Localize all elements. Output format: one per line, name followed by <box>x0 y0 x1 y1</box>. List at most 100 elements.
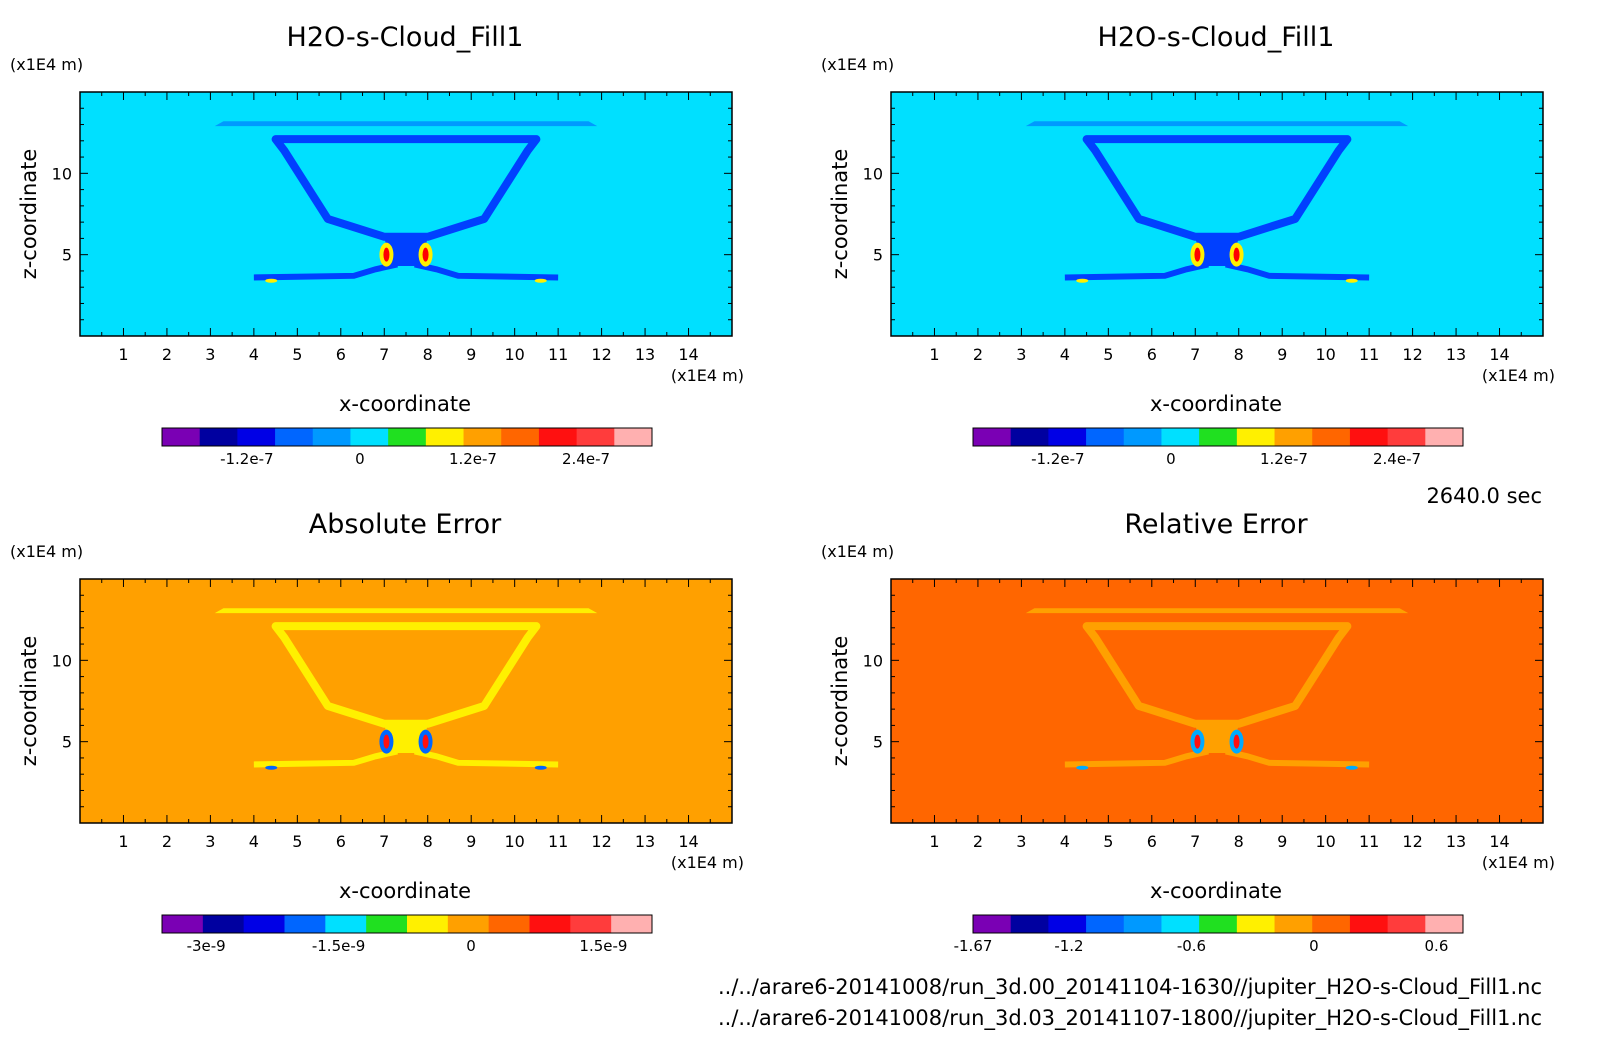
colorbar-tick-label: 2.4e-7 <box>562 450 610 468</box>
x-axis-label: x-coordinate <box>339 392 471 416</box>
colorbar-swatch <box>1161 915 1200 933</box>
core-peak-2 <box>422 247 429 262</box>
colorbar-swatch <box>1086 428 1125 446</box>
colorbar-swatch <box>199 428 238 446</box>
anvil-layer <box>1025 608 1409 614</box>
colorbar-tick-label: 1.2e-7 <box>1260 450 1308 468</box>
colorbar-swatch <box>202 915 245 933</box>
x-tick-label: 3 <box>1016 345 1026 364</box>
plot-panel-2: H2O-s-Cloud_Fill1 (x1E4 m) (x1E4 m) x-coord… <box>821 22 1555 468</box>
core-peak-2 <box>1233 734 1240 749</box>
colorbar-swatch <box>1312 915 1351 933</box>
colorbar-swatch <box>1312 428 1351 446</box>
plot-title: Absolute Error <box>309 509 502 540</box>
core-peak-1 <box>383 734 390 749</box>
x-tick-label: 9 <box>1277 832 1287 851</box>
colorbar-swatch <box>284 915 326 933</box>
field-background <box>891 579 1543 823</box>
file-path-1: ../../arare6-20141008/run_3d.00_20141104… <box>718 975 1542 1000</box>
x-tick-label: 11 <box>1359 345 1379 364</box>
cloud-structure <box>1025 608 1409 770</box>
y-unit-label: (x1E4 m) <box>10 542 83 561</box>
x-tick-label: 7 <box>379 345 389 364</box>
y-axis-label: z-coordinate <box>17 636 41 767</box>
colorbar-swatch <box>1086 915 1125 933</box>
x-tick-label: 5 <box>292 345 302 364</box>
x-tick-label: 3 <box>205 345 215 364</box>
x-tick-label: 5 <box>1103 832 1113 851</box>
field-background <box>80 579 732 823</box>
x-tick-label: 4 <box>249 832 259 851</box>
colorbar-swatch <box>366 915 408 933</box>
colorbar-swatch <box>1199 915 1238 933</box>
colorbar-tick-label: 0 <box>466 937 476 955</box>
colorbar-swatch <box>1048 915 1087 933</box>
colorbar-swatch <box>973 428 1012 446</box>
outflow-ring <box>1082 622 1352 728</box>
plot-panel-4: Relative Error (x1E4 m) (x1E4 m) x-coordina… <box>821 509 1555 955</box>
x-tick-label: 7 <box>1190 832 1200 851</box>
colorbar-swatch <box>275 428 314 446</box>
colorbar-tick-label: -3e-9 <box>187 937 226 955</box>
file-path-2: ../../arare6-20141008/run_3d.03_20141107… <box>718 1006 1542 1031</box>
x-tick-label: 6 <box>336 832 346 851</box>
x-tick-label: 8 <box>423 832 433 851</box>
x-tick-label: 10 <box>504 345 524 364</box>
x-tick-label: 14 <box>1489 832 1509 851</box>
edge-spot-2 <box>534 278 547 283</box>
x-tick-label: 12 <box>591 345 611 364</box>
edge-spot-2 <box>1345 765 1358 770</box>
outflow-ring <box>271 622 541 728</box>
x-tick-label: 6 <box>336 345 346 364</box>
colorbar-tick-label: -0.6 <box>1177 937 1206 955</box>
x-tick-label: 8 <box>1234 832 1244 851</box>
y-unit-label: (x1E4 m) <box>821 55 894 74</box>
colorbar-frame <box>972 914 1464 934</box>
x-tick-label: 1 <box>929 832 939 851</box>
colorbar-tick-label: -1.2e-7 <box>220 450 273 468</box>
cloud-structure <box>214 121 598 283</box>
colorbar-tick-label: 1.2e-7 <box>449 450 497 468</box>
x-tick-label: 12 <box>591 832 611 851</box>
edge-spot-1 <box>1076 765 1089 770</box>
colorbar-frame <box>161 914 653 934</box>
x-tick-label: 8 <box>423 345 433 364</box>
colorbar-swatch <box>350 428 389 446</box>
colorbar-swatch <box>576 428 615 446</box>
colorbar-tick-label: -1.2 <box>1054 937 1083 955</box>
colorbar-frame <box>161 427 653 447</box>
colorbar-tick-label: 0 <box>1166 450 1176 468</box>
colorbar: -1.2e-7 0 1.2e-7 2.4e-7 <box>161 427 653 468</box>
colorbar-frame <box>972 427 1464 447</box>
colorbar-swatch <box>973 915 1012 933</box>
colorbar-tick-label: 1.5e-9 <box>579 937 627 955</box>
anvil-layer <box>214 121 598 127</box>
colorbar: -1.67 -1.2 -0.6 0 0.6 <box>954 914 1464 955</box>
colorbar-tick-label: -1.2e-7 <box>1031 450 1084 468</box>
field-background <box>80 92 732 336</box>
colorbar-swatch <box>501 428 540 446</box>
x-tick-label: 4 <box>249 345 259 364</box>
x-axis-label: x-coordinate <box>339 879 471 903</box>
colorbar-swatch <box>1161 428 1200 446</box>
colorbar-swatch <box>325 915 367 933</box>
anvil-layer <box>214 608 598 614</box>
x-tick-label: 1 <box>118 345 128 364</box>
colorbar-swatch <box>162 428 201 446</box>
lower-right-branch <box>414 261 559 281</box>
outflow-ring <box>271 135 541 241</box>
core-peak-1 <box>383 247 390 262</box>
cloud-structure <box>214 608 598 770</box>
edge-spot-1 <box>265 765 278 770</box>
colorbar-swatch <box>447 915 490 933</box>
y-unit-label: (x1E4 m) <box>821 542 894 561</box>
x-tick-label: 7 <box>379 832 389 851</box>
colorbar-tick-label: 0.6 <box>1425 937 1449 955</box>
colorbar-swatch <box>538 428 578 446</box>
x-tick-label: 8 <box>1234 345 1244 364</box>
x-tick-label: 10 <box>1315 345 1335 364</box>
colorbar-swatch <box>407 915 449 933</box>
x-tick-label: 3 <box>1016 832 1026 851</box>
colorbar-swatch <box>611 915 653 933</box>
colorbar-swatch <box>1349 428 1389 446</box>
